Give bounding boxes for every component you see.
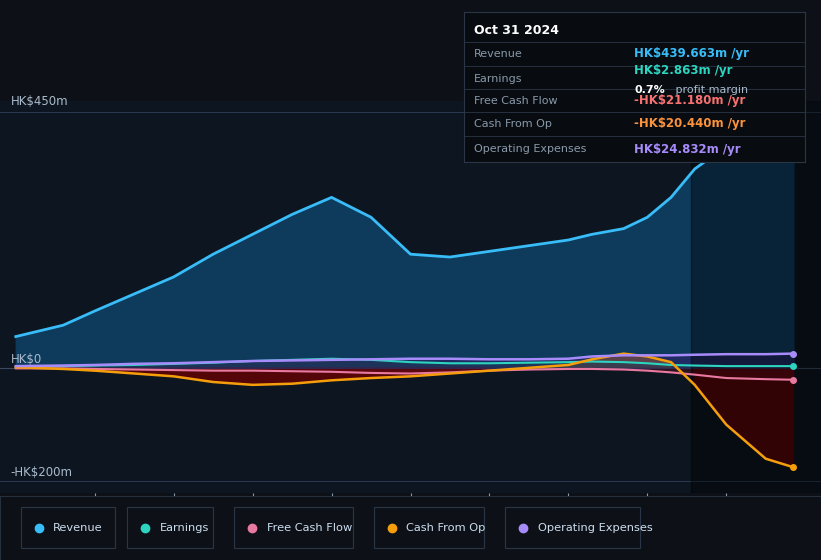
Bar (690, 101, 821, 493)
Text: HK$439.663m /yr: HK$439.663m /yr (635, 48, 750, 60)
Bar (505, 507, 640, 548)
Text: Free Cash Flow: Free Cash Flow (474, 96, 557, 106)
Text: -HK$200m: -HK$200m (11, 466, 73, 479)
Bar (374, 507, 484, 548)
Bar (21, 507, 115, 548)
Text: HK$450m: HK$450m (11, 95, 68, 108)
Text: Operating Expenses: Operating Expenses (474, 144, 586, 154)
Text: HK$2.863m /yr: HK$2.863m /yr (635, 64, 732, 77)
Text: Free Cash Flow: Free Cash Flow (267, 523, 352, 533)
Text: Cash From Op: Cash From Op (474, 119, 552, 129)
Text: HK$24.832m /yr: HK$24.832m /yr (635, 143, 741, 156)
Bar (234, 507, 353, 548)
Text: 0.7%: 0.7% (635, 85, 665, 95)
Text: Oct 31 2024: Oct 31 2024 (474, 24, 559, 38)
Text: Operating Expenses: Operating Expenses (538, 523, 653, 533)
Text: profit margin: profit margin (672, 85, 748, 95)
Text: Revenue: Revenue (474, 49, 523, 59)
Text: Revenue: Revenue (53, 523, 103, 533)
Bar (127, 507, 213, 548)
Text: -HK$21.180m /yr: -HK$21.180m /yr (635, 94, 745, 107)
Text: Earnings: Earnings (160, 523, 209, 533)
Text: Earnings: Earnings (474, 74, 523, 84)
Text: Cash From Op: Cash From Op (406, 523, 486, 533)
Text: HK$0: HK$0 (11, 353, 42, 366)
Text: -HK$20.440m /yr: -HK$20.440m /yr (635, 117, 745, 130)
